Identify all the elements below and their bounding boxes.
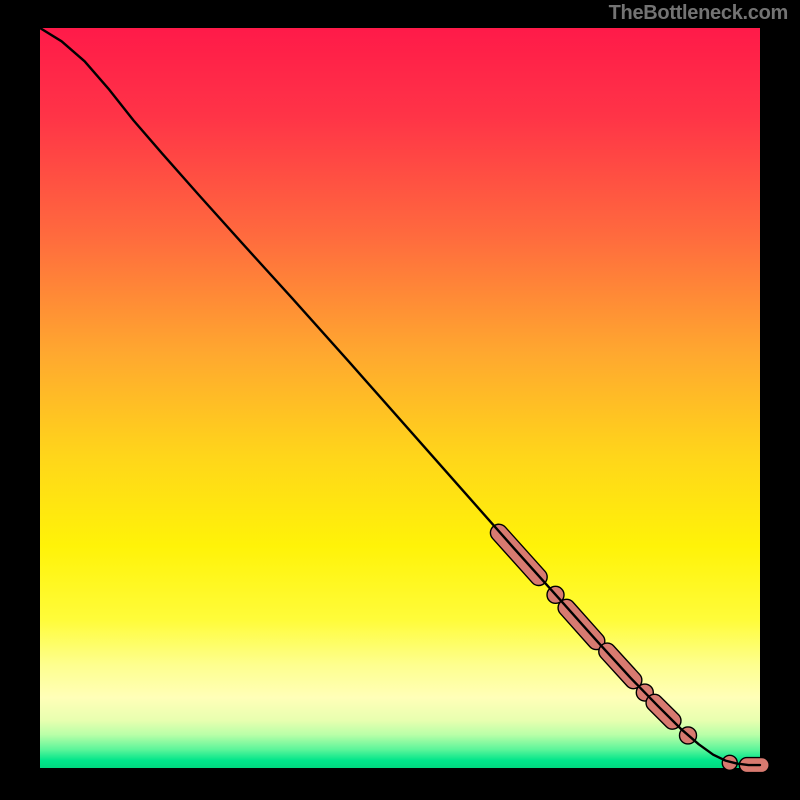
attribution-text: TheBottleneck.com: [609, 2, 788, 25]
bottleneck-chart: [0, 0, 800, 800]
plot-background: [40, 28, 760, 768]
chart-container: { "attribution": "TheBottleneck.com", "c…: [0, 0, 800, 800]
